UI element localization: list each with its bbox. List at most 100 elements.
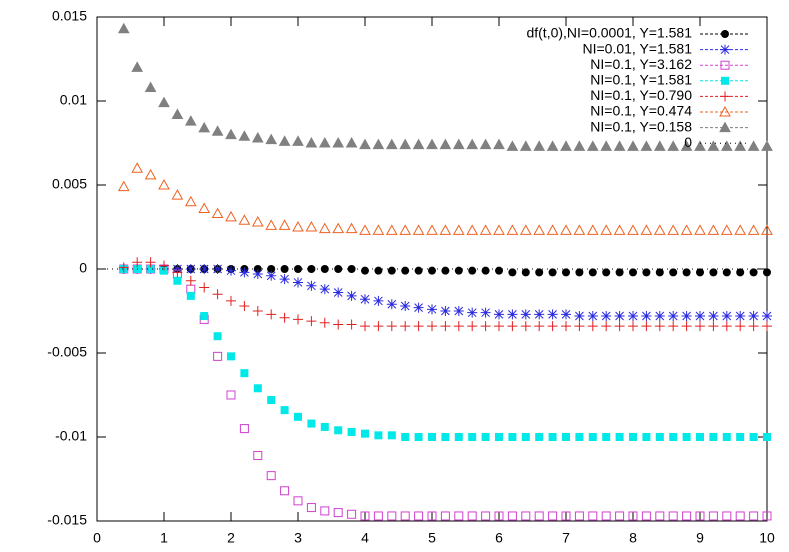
- point: [454, 511, 464, 521]
- point: [278, 219, 291, 230]
- point: [198, 121, 211, 133]
- x-tick-label: 10: [759, 530, 775, 546]
- point: [401, 266, 410, 275]
- point: [159, 260, 169, 271]
- point: [467, 307, 478, 318]
- legend-label: NI=0.1, Y=0.790: [590, 87, 692, 103]
- point: [561, 511, 571, 521]
- point: [440, 511, 450, 521]
- point: [318, 136, 331, 148]
- point: [387, 266, 396, 275]
- point: [372, 138, 385, 150]
- point: [171, 108, 184, 119]
- point: [171, 189, 184, 200]
- point: [361, 266, 369, 275]
- legend-marker: [720, 44, 730, 55]
- point: [373, 321, 384, 332]
- point: [480, 321, 491, 332]
- point: [225, 210, 237, 222]
- point: [734, 140, 747, 151]
- point: [439, 138, 452, 150]
- y-tick-label: -0.015: [47, 512, 87, 528]
- point: [602, 433, 611, 441]
- point: [655, 433, 664, 441]
- point: [547, 309, 558, 320]
- point: [560, 224, 572, 235]
- point: [280, 265, 289, 273]
- point: [252, 269, 263, 280]
- point: [720, 140, 733, 151]
- point: [493, 224, 505, 235]
- point: [521, 433, 530, 441]
- point: [575, 433, 584, 441]
- point: [385, 224, 398, 235]
- legend-label: NI=0.01, Y=1.581: [583, 40, 693, 56]
- point: [561, 309, 571, 320]
- point: [642, 433, 651, 441]
- point: [468, 266, 477, 275]
- point: [613, 224, 626, 235]
- point: [747, 140, 760, 151]
- point: [562, 268, 570, 277]
- point: [548, 268, 557, 277]
- point: [655, 268, 664, 277]
- point: [735, 311, 746, 322]
- point: [668, 321, 679, 332]
- point: [132, 257, 143, 268]
- point: [546, 224, 559, 235]
- point: [655, 511, 665, 521]
- point: [640, 224, 653, 235]
- x-tick-label: 8: [629, 530, 637, 546]
- point: [318, 222, 331, 234]
- point: [479, 224, 492, 235]
- point: [158, 96, 170, 108]
- point: [508, 433, 517, 441]
- point: [426, 138, 438, 150]
- point: [481, 266, 490, 275]
- point: [213, 351, 223, 361]
- point: [239, 300, 250, 311]
- point: [708, 321, 719, 332]
- point: [722, 511, 732, 521]
- point: [160, 266, 168, 275]
- point: [748, 311, 759, 322]
- point: [520, 321, 531, 332]
- point: [709, 268, 718, 277]
- point: [586, 140, 599, 151]
- point: [240, 369, 249, 378]
- point: [386, 299, 397, 310]
- point: [641, 511, 651, 521]
- point: [399, 138, 412, 150]
- point: [709, 433, 718, 441]
- point: [588, 433, 597, 441]
- point: [628, 311, 638, 322]
- point: [454, 266, 463, 275]
- point: [534, 321, 545, 332]
- point: [507, 321, 518, 332]
- point: [345, 222, 358, 234]
- legend-label: NI=0.1, Y=0.474: [590, 103, 692, 119]
- point: [239, 424, 249, 434]
- x-tick-label: 6: [495, 530, 503, 546]
- point: [198, 202, 211, 214]
- point: [319, 284, 330, 295]
- x-tick-label: 2: [227, 530, 235, 546]
- point: [721, 311, 732, 322]
- point: [708, 511, 718, 521]
- point: [628, 511, 638, 521]
- point: [521, 511, 531, 521]
- point: [602, 268, 611, 277]
- point: [414, 511, 424, 521]
- point: [629, 268, 637, 277]
- point: [521, 268, 530, 277]
- point: [466, 224, 479, 235]
- point: [614, 321, 625, 332]
- point: [428, 433, 436, 441]
- point: [267, 396, 276, 405]
- point: [144, 168, 157, 180]
- point: [412, 138, 425, 150]
- point: [762, 511, 772, 521]
- point: [669, 433, 678, 441]
- point: [441, 266, 450, 275]
- point: [333, 287, 344, 298]
